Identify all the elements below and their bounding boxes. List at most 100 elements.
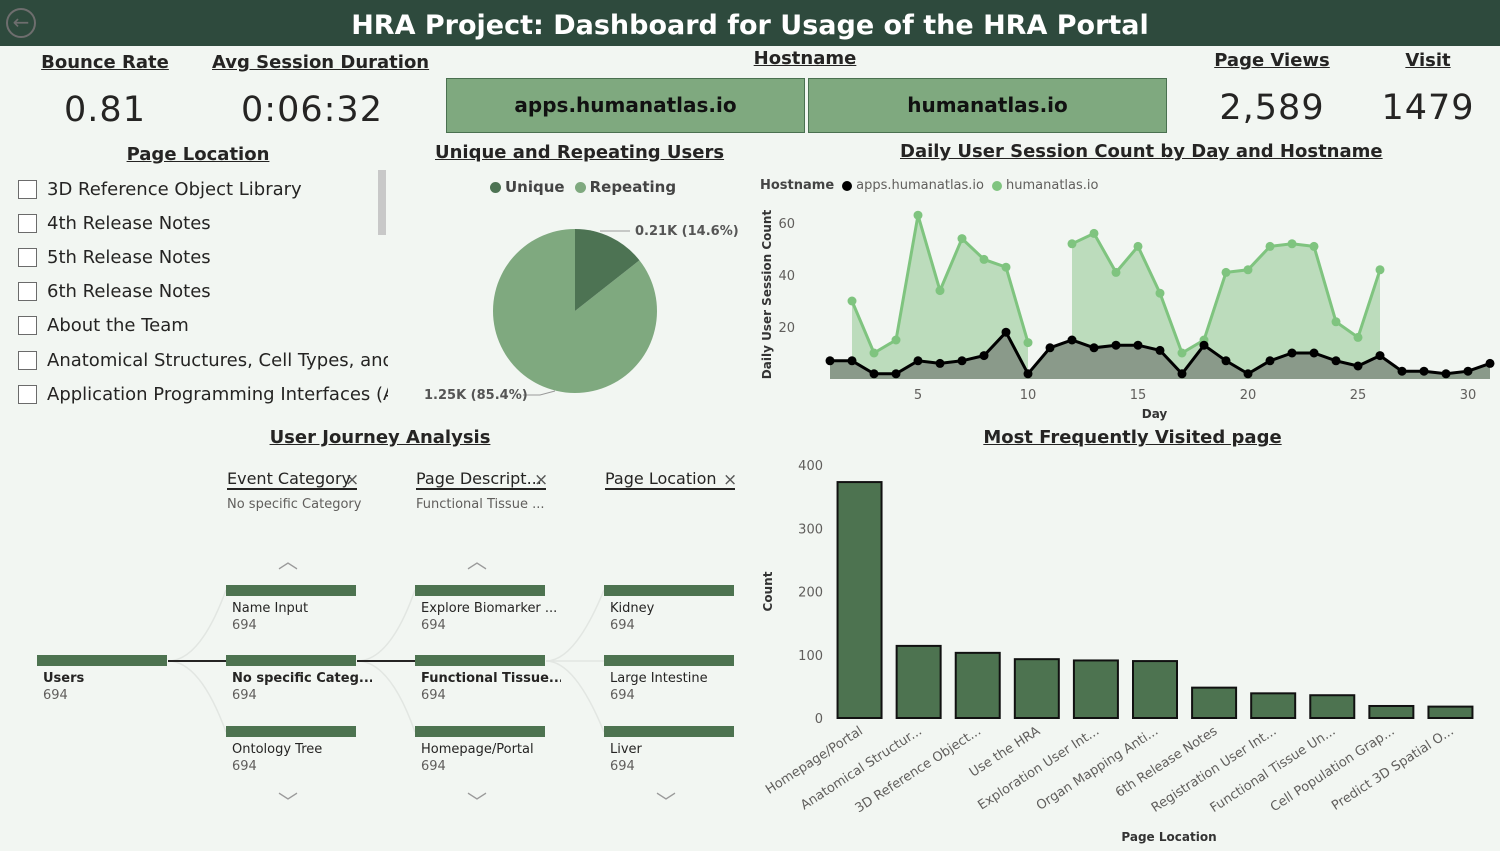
tree-node-value: 694 bbox=[610, 688, 635, 703]
pie-legend: Unique Repeating bbox=[490, 178, 676, 196]
x-tick-label: 15 bbox=[1130, 388, 1147, 403]
tree-node-bar[interactable] bbox=[226, 585, 356, 596]
point-apps bbox=[1067, 335, 1077, 345]
bar bbox=[895, 644, 942, 720]
page-views-label: Page Views bbox=[1214, 50, 1330, 71]
tree-node-bar[interactable] bbox=[415, 655, 545, 666]
point-apps bbox=[847, 356, 857, 366]
slicer-item[interactable]: 3D Reference Object Library bbox=[18, 172, 388, 206]
chevron-down-icon[interactable]: ﹀ bbox=[467, 790, 487, 814]
point-humanatlas bbox=[1133, 241, 1143, 251]
point-apps bbox=[869, 369, 879, 379]
tree-node-label: Explore Biomarker ... bbox=[421, 601, 558, 616]
chevron-up-icon[interactable]: ︿ bbox=[467, 549, 487, 573]
tree-node-label: Functional Tissue... bbox=[421, 671, 561, 686]
checkbox[interactable] bbox=[18, 247, 37, 267]
tree-node-bar[interactable] bbox=[604, 726, 734, 737]
point-apps bbox=[935, 358, 945, 368]
avg-session-value: 0:06:32 bbox=[241, 90, 383, 130]
slicer-scrollbar[interactable] bbox=[378, 170, 386, 235]
bar bbox=[1250, 692, 1297, 720]
chevron-down-icon[interactable]: ﹀ bbox=[656, 790, 676, 814]
tree-col-header[interactable]: Event Category bbox=[227, 469, 357, 490]
tree-node-bar[interactable] bbox=[604, 585, 734, 596]
slicer-item[interactable]: 4th Release Notes bbox=[18, 206, 388, 240]
bar bbox=[1072, 659, 1119, 720]
close-icon[interactable]: × bbox=[345, 470, 360, 490]
point-humanatlas bbox=[891, 335, 901, 345]
legend-label: humanatlas.io bbox=[1006, 178, 1099, 193]
slicer-item[interactable]: Anatomical Structures, Cell Types, and .… bbox=[18, 343, 388, 377]
slicer-item[interactable]: Application Programming Interfaces (A... bbox=[18, 377, 388, 411]
point-apps bbox=[979, 351, 989, 361]
point-humanatlas bbox=[979, 254, 989, 264]
legend-title: Hostname bbox=[760, 178, 835, 193]
bounce-rate-value: 0.81 bbox=[64, 90, 146, 130]
point-humanatlas bbox=[1067, 239, 1077, 249]
slicer-item[interactable]: About the Team bbox=[18, 308, 388, 342]
slicer-item[interactable]: 6th Release Notes bbox=[18, 274, 388, 308]
point-apps bbox=[1089, 343, 1099, 353]
tree-col-header[interactable]: Page Location bbox=[605, 469, 735, 490]
y-tick-label: 100 bbox=[798, 649, 823, 664]
point-apps bbox=[1419, 366, 1429, 376]
y-tick-label: 300 bbox=[798, 522, 823, 537]
checkbox[interactable] bbox=[18, 315, 37, 335]
tree-title: User Journey Analysis bbox=[269, 427, 491, 448]
tree-node-bar[interactable] bbox=[415, 726, 545, 737]
pie-label-repeating: 0.21K (14.6%) bbox=[635, 224, 739, 239]
chevron-down-icon[interactable]: ﹀ bbox=[278, 790, 298, 814]
tree-node-value: 694 bbox=[43, 688, 68, 703]
x-tick-label: 20 bbox=[1240, 388, 1257, 403]
close-icon[interactable]: × bbox=[534, 470, 549, 490]
point-humanatlas bbox=[935, 286, 945, 296]
point-humanatlas bbox=[869, 348, 879, 358]
slicer-item[interactable]: 5th Release Notes bbox=[18, 240, 388, 274]
checkbox[interactable] bbox=[18, 350, 37, 370]
tree-connectors bbox=[167, 589, 605, 733]
tree-node-bar[interactable] bbox=[226, 655, 356, 666]
tree-node-label: Large Intestine bbox=[610, 671, 708, 686]
y-tick-label: 60 bbox=[778, 217, 795, 232]
point-humanatlas bbox=[1023, 338, 1033, 348]
bar-chart: 0100200300400CountHomepage/PortalAnatomi… bbox=[761, 459, 1474, 844]
tree-node-value: 694 bbox=[232, 688, 257, 703]
tree-node-value: 694 bbox=[232, 618, 257, 633]
checkbox[interactable] bbox=[18, 281, 37, 301]
tree-node-bar[interactable] bbox=[37, 655, 167, 666]
checkbox[interactable] bbox=[18, 384, 37, 404]
tree-node-bar[interactable] bbox=[226, 726, 356, 737]
point-apps bbox=[891, 369, 901, 379]
point-humanatlas bbox=[1287, 239, 1297, 249]
page-views-value: 2,589 bbox=[1219, 88, 1325, 128]
checkbox[interactable] bbox=[18, 213, 37, 233]
checkbox[interactable] bbox=[18, 179, 37, 199]
hostname-tile-main[interactable]: humanatlas.io bbox=[808, 78, 1167, 133]
point-apps bbox=[1199, 340, 1209, 350]
y-tick-label: 0 bbox=[815, 712, 823, 727]
bar bbox=[1013, 658, 1060, 720]
point-humanatlas bbox=[1375, 265, 1385, 275]
close-icon[interactable]: × bbox=[723, 470, 738, 490]
tree-node-bar[interactable] bbox=[415, 585, 545, 596]
point-humanatlas bbox=[1155, 288, 1165, 298]
tree-col-header[interactable]: Page Descript... bbox=[416, 469, 546, 490]
point-humanatlas bbox=[847, 296, 857, 306]
tree-node-value: 694 bbox=[232, 759, 257, 774]
chevron-up-icon[interactable]: ︿ bbox=[278, 549, 298, 573]
point-humanatlas bbox=[1309, 241, 1319, 251]
visit-label: Visit bbox=[1405, 50, 1451, 71]
point-apps bbox=[1023, 369, 1033, 379]
point-apps bbox=[1177, 369, 1187, 379]
area-humanatlas bbox=[852, 215, 1028, 379]
point-apps bbox=[1221, 356, 1231, 366]
line-title: Daily User Session Count by Day and Host… bbox=[900, 141, 1383, 162]
legend-dot bbox=[490, 181, 501, 193]
y-axis-label: Daily User Session Count bbox=[760, 210, 774, 380]
hostname-title: Hostname bbox=[753, 48, 857, 69]
point-apps bbox=[1353, 361, 1363, 371]
hostname-tile-apps[interactable]: apps.humanatlas.io bbox=[446, 78, 805, 133]
back-arrow-icon[interactable]: ← bbox=[6, 8, 36, 38]
tree-node-bar[interactable] bbox=[604, 655, 734, 666]
x-tick-label: 5 bbox=[914, 388, 922, 403]
